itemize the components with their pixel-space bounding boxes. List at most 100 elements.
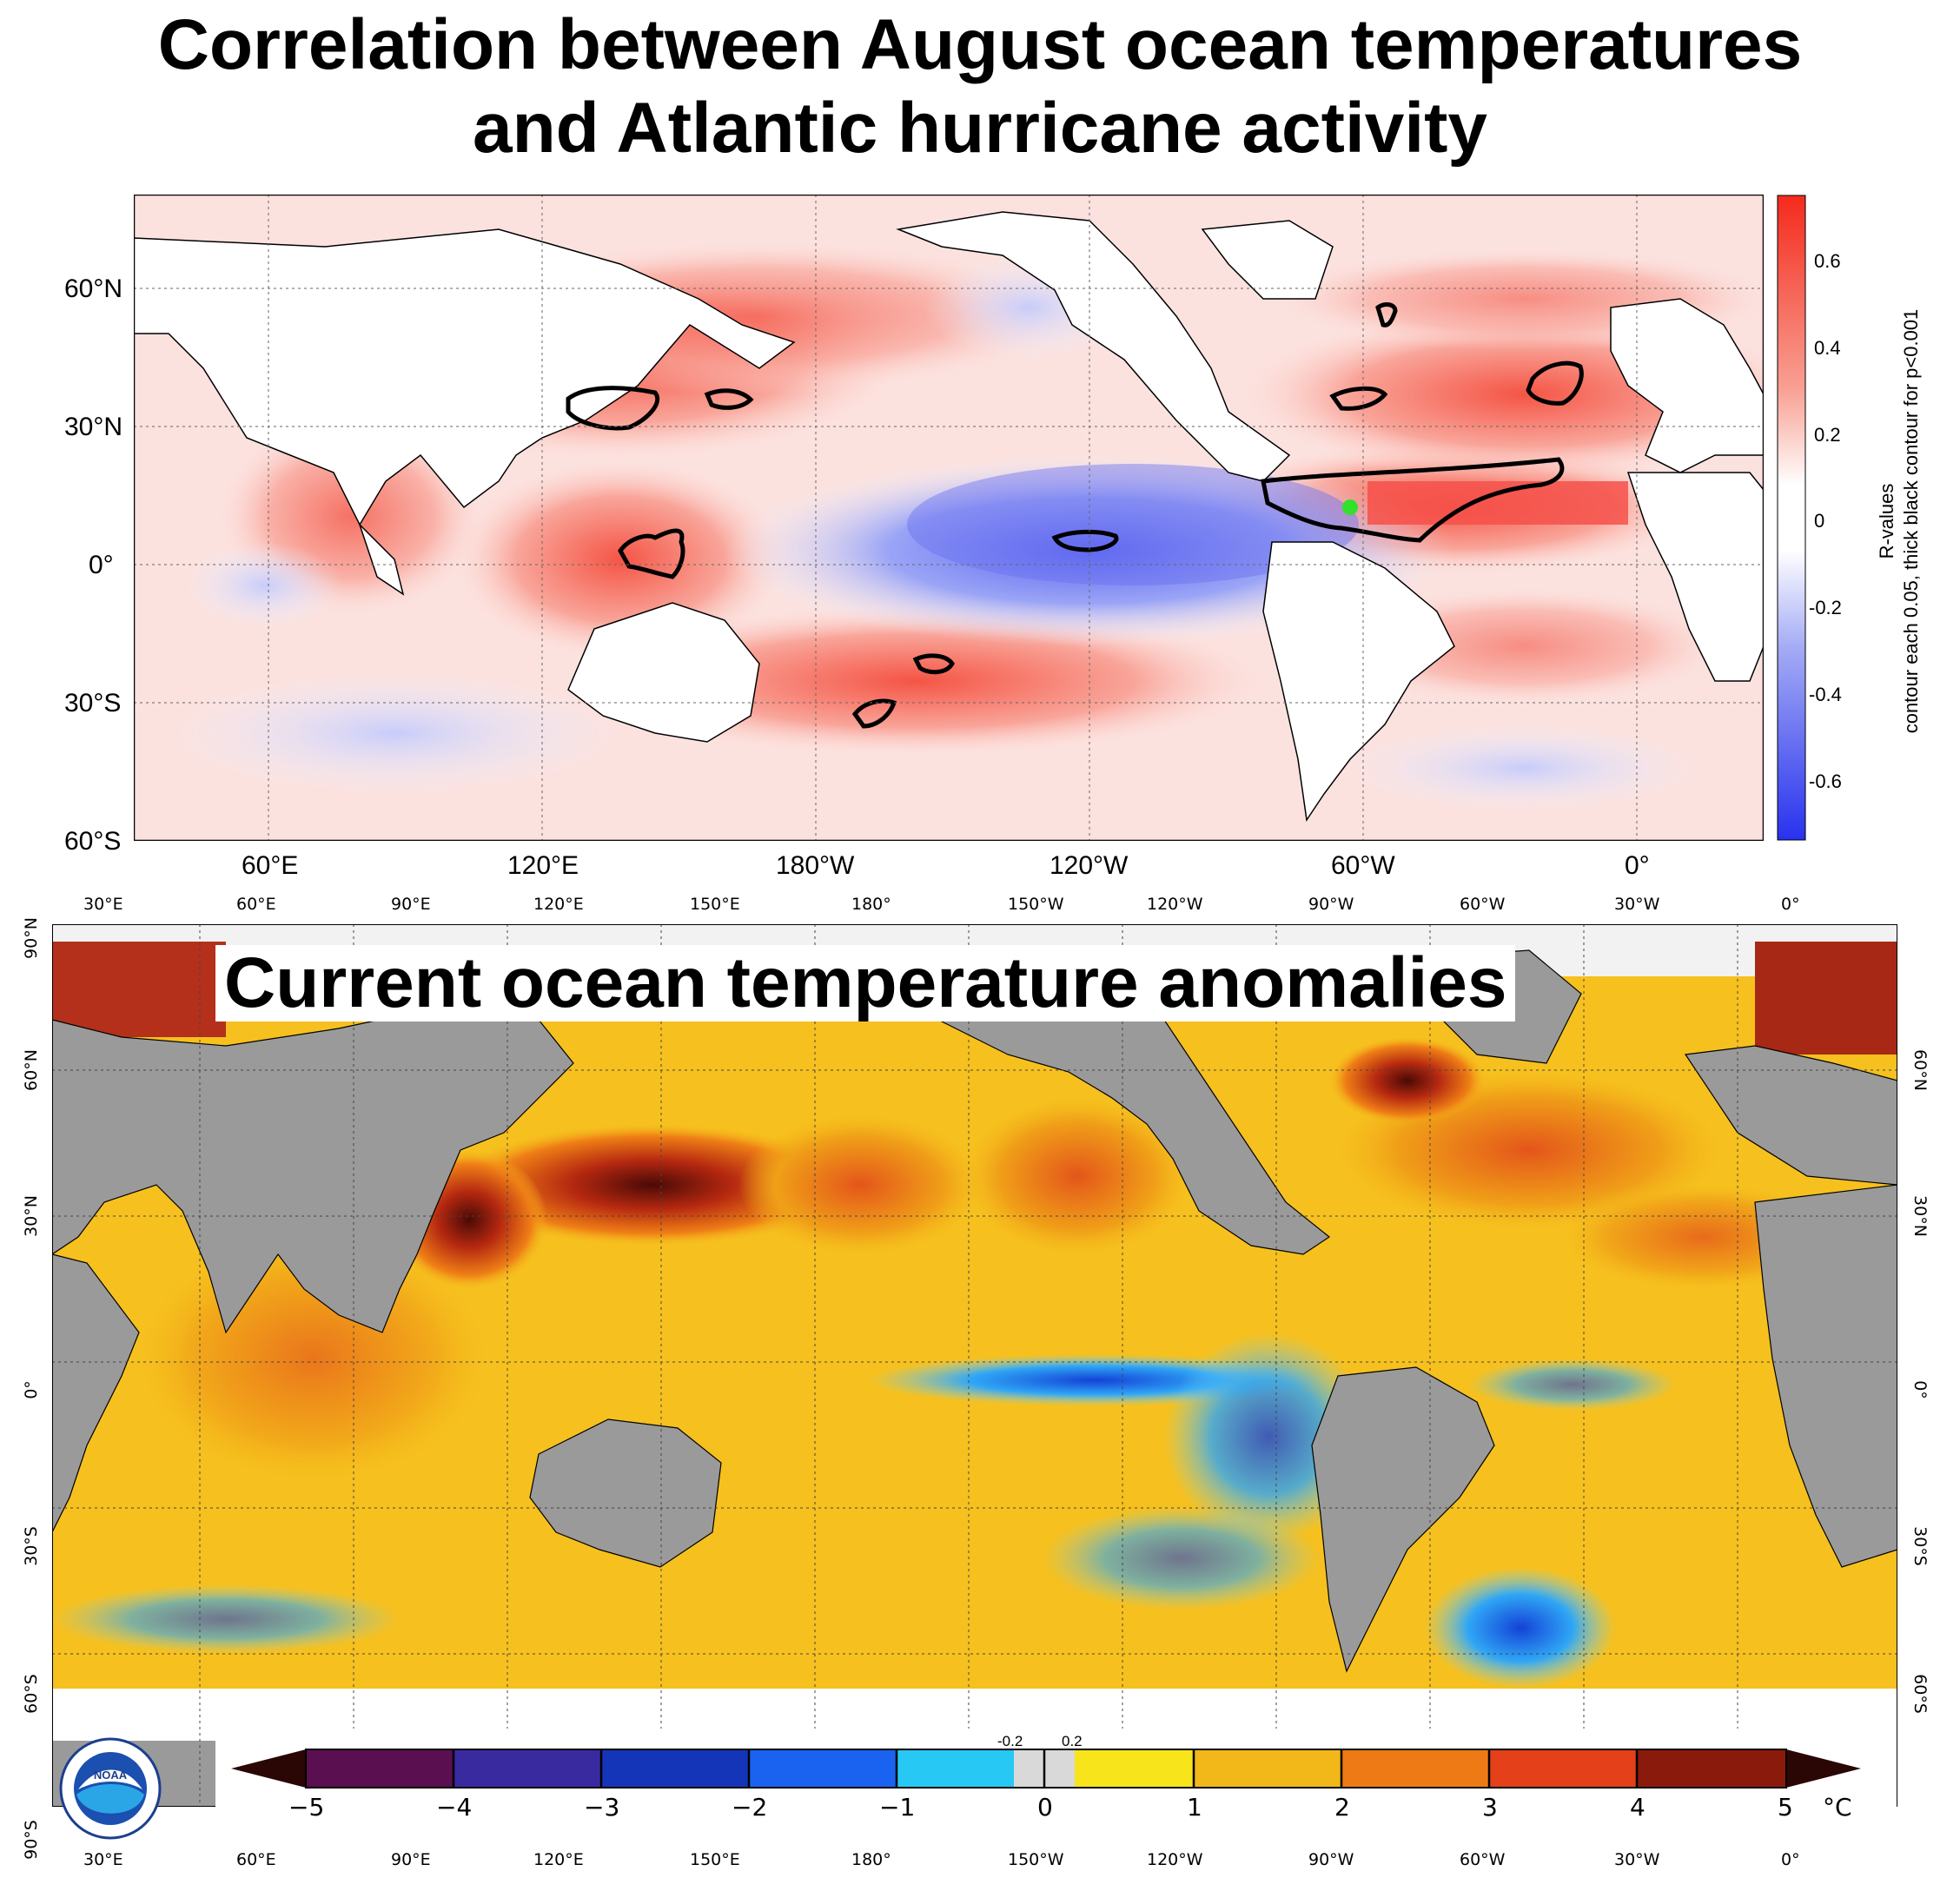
corr-cb-tick-neg0.4: -0.4 [1809,684,1842,705]
anom-left-lat-60n: 60°N [22,1049,41,1091]
corr-lat-60n: 60°N [64,274,123,303]
anom-cb-tick-neg1: −1 [879,1793,916,1822]
corr-lat-0: 0° [89,551,114,579]
anom-top-lon-180: 180° [851,895,891,914]
anom-top-lon-120w: 120°W [1147,895,1203,914]
anom-right-lat-60s: 60°S [1910,1674,1930,1714]
anom-top-lon-90e: 90°E [391,895,431,914]
anom-bot-lon-30w: 30°W [1614,1850,1660,1869]
south-america-landmass [1311,1366,1495,1673]
corr-lat-30n: 30°N [64,413,123,441]
anom-bot-lon-90w: 90°W [1308,1850,1354,1869]
anom-left-lat-30s: 30°S [22,1526,41,1566]
anomaly-map [52,924,1897,1807]
anom-left-lat-0: 0° [22,1380,41,1399]
south-atlantic-cold-spot [1425,1567,1616,1689]
anom-cb-tick-3: 3 [1482,1793,1498,1822]
noaa-logo-text: NOAA [94,1769,128,1782]
anom-bot-lon-150e: 150°E [690,1850,740,1869]
correlation-grid [134,195,1764,841]
corr-lat-60s: 60°S [64,827,122,856]
corr-lon-180w: 180°W [776,851,855,880]
anom-left-lat-90n: 90°N [22,917,41,959]
corr-cb-tick-0.2: 0.2 [1814,424,1841,446]
west-pacific-warm-zone [447,455,794,664]
anom-top-lon-30w: 30°W [1614,895,1660,914]
anom-top-lon-60e: 60°E [236,895,276,914]
australia-landmass [529,1418,722,1568]
southern-indian-cool-zone [169,672,620,794]
anom-top-lon-60w: 60°W [1460,895,1506,914]
anom-right-lat-30n: 30°N [1910,1195,1930,1237]
anom-top-lon-90w: 90°W [1308,895,1354,914]
anom-cb-tick-neg4: −4 [436,1793,473,1822]
anom-left-lat-60s: 60°S [22,1674,41,1714]
anomaly-title: Current ocean temperature anomalies [215,945,1516,1022]
corr-cb-label-line2: contour each 0.05, thick black contour f… [1900,308,1922,734]
corr-cb-tick-0.6: 0.6 [1814,250,1841,272]
africa-east-landmass [52,1253,140,1533]
greenland-landmass [1201,220,1334,300]
main-title-line1: Correlation between August ocean tempera… [157,5,1803,84]
corr-cb-tick-0.4: 0.4 [1814,337,1841,359]
corr-lat-30s: 30°S [64,689,122,717]
noaa-logo: NOAA [59,1737,162,1840]
anom-cb-tick-2: 2 [1334,1793,1350,1822]
anom-bot-lon-60w: 60°W [1460,1850,1506,1869]
anom-cb-tick-5: 5 [1778,1793,1793,1822]
anom-cb-unit: °C [1823,1793,1852,1822]
anom-right-lat-60n: 60°N [1910,1049,1930,1091]
corr-lon-60e: 60°E [242,851,299,880]
correlation-frame [134,195,1764,841]
anom-right-lat-0: 0° [1910,1380,1930,1399]
anom-bot-lon-60e: 60°E [236,1850,276,1869]
anom-bot-lon-0: 0° [1781,1850,1800,1869]
anomaly-grid [52,924,1897,1807]
anom-right-lat-30s: 30°S [1910,1526,1930,1566]
europe-landmass [1610,298,1764,473]
corr-lon-120w: 120°W [1050,851,1129,880]
anom-top-lon-120e: 120°E [533,895,584,914]
corr-cb-tick-0: 0 [1814,510,1825,532]
anom-cb-tick-neg5: −5 [288,1793,325,1822]
anom-cb-small-0.2: 0.2 [1062,1733,1083,1749]
anom-bot-lon-120w: 120°W [1147,1850,1203,1869]
corr-cb-tick-neg0.6: -0.6 [1809,770,1842,792]
africa-landmass [1626,472,1764,682]
mdr-strong-band [1367,481,1628,525]
anom-cb-small-neg0.2: -0.2 [997,1733,1023,1749]
anom-top-lon-0: 0° [1781,895,1800,914]
significance-contours [566,302,1584,729]
anom-cb-tick-1: 1 [1187,1793,1202,1822]
correlation-continents [134,211,1764,823]
africa-west-landmass [1754,1184,1897,1568]
corr-lon-120e: 120°E [507,851,579,880]
corr-cb-tick-neg0.2: -0.2 [1809,597,1842,618]
south-america-landmass [1262,541,1455,823]
europe-landmass [1684,1045,1897,1186]
marker-dot [1342,499,1358,515]
anom-cb-tick-neg2: −2 [732,1793,768,1822]
anom-cb-tick-0: 0 [1037,1793,1053,1822]
anom-bot-lon-150w: 150°W [1008,1850,1064,1869]
anom-top-lon-30e: 30°E [83,895,123,914]
anom-top-lon-150w: 150°W [1008,895,1064,914]
anom-cb-tick-4: 4 [1630,1793,1645,1822]
anom-left-lat-30n: 30°N [22,1195,41,1237]
main-title-line2: and Atlantic hurricane activity [472,89,1488,168]
anomaly-colorbar [231,1749,1861,1789]
corr-lon-60w: 60°W [1331,851,1395,880]
anom-left-lat-90s: 90°S [22,1820,41,1860]
north-america-landmass [918,993,1331,1255]
anom-cb-tick-neg3: −3 [584,1793,620,1822]
eurasia-landmass [134,228,796,526]
india-tip [359,524,405,596]
corr-cb-label-line1: R-values [1876,483,1897,559]
correlation-colorbar [1777,195,1806,841]
anom-bot-lon-30e: 30°E [83,1850,123,1869]
anom-bot-lon-120e: 120°E [533,1850,584,1869]
anom-bot-lon-180: 180° [851,1850,891,1869]
corr-lon-0: 0° [1625,851,1650,880]
anom-bot-lon-90e: 90°E [391,1850,431,1869]
anom-top-lon-150e: 150°E [690,895,740,914]
